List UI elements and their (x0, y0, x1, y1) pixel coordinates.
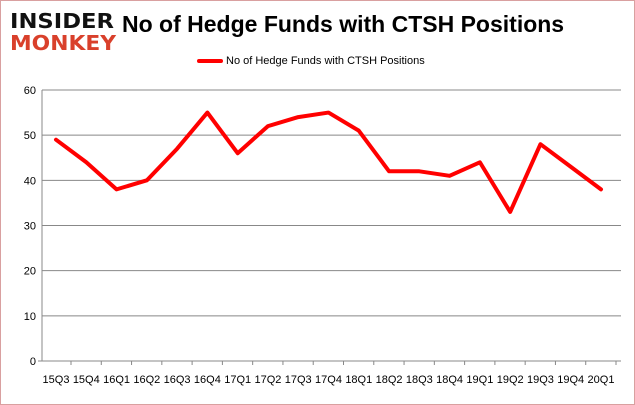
y-tick-label: 10 (24, 311, 36, 323)
x-tick-label: 16Q2 (133, 374, 160, 386)
x-tick-label: 16Q4 (194, 374, 221, 386)
x-tick-label: 18Q2 (376, 374, 403, 386)
logo-line2: MONKEY (10, 31, 117, 53)
legend-swatch (197, 59, 223, 63)
logo-line1: INSIDER (10, 9, 114, 33)
x-tick-label: 18Q3 (406, 374, 433, 386)
x-tick-label: 17Q1 (224, 374, 251, 386)
y-tick-label: 20 (24, 266, 36, 278)
legend: No of Hedge Funds with CTSH Positions (197, 55, 425, 67)
x-tick-label: 15Q3 (43, 374, 70, 386)
x-tick-label: 19Q4 (557, 374, 584, 386)
x-tick-label: 19Q3 (527, 374, 554, 386)
insider-monkey-logo: INSIDER MONKEY (10, 9, 117, 53)
legend-label: No of Hedge Funds with CTSH Positions (226, 55, 425, 67)
x-tick-label: 17Q4 (315, 374, 342, 386)
y-tick-label: 60 (24, 85, 36, 97)
x-tick-label: 18Q4 (436, 374, 463, 386)
y-tick-label: 40 (24, 175, 36, 187)
x-tick-label: 19Q2 (497, 374, 524, 386)
x-tick-label: 16Q1 (103, 374, 130, 386)
y-tick-label: 50 (24, 130, 36, 142)
x-tick-label: 17Q2 (254, 374, 281, 386)
y-tick-label: 0 (30, 356, 36, 368)
x-tick-label: 17Q3 (285, 374, 312, 386)
x-tick-label: 18Q1 (345, 374, 372, 386)
y-tick-label: 30 (24, 221, 36, 233)
x-tick-label: 15Q4 (73, 374, 100, 386)
series-line (54, 110, 603, 214)
x-tick-label: 19Q1 (466, 374, 493, 386)
x-tick-label: 16Q3 (164, 374, 191, 386)
chart-title: No of Hedge Funds with CTSH Positions (122, 11, 565, 37)
x-tick-label: 20Q1 (588, 374, 615, 386)
